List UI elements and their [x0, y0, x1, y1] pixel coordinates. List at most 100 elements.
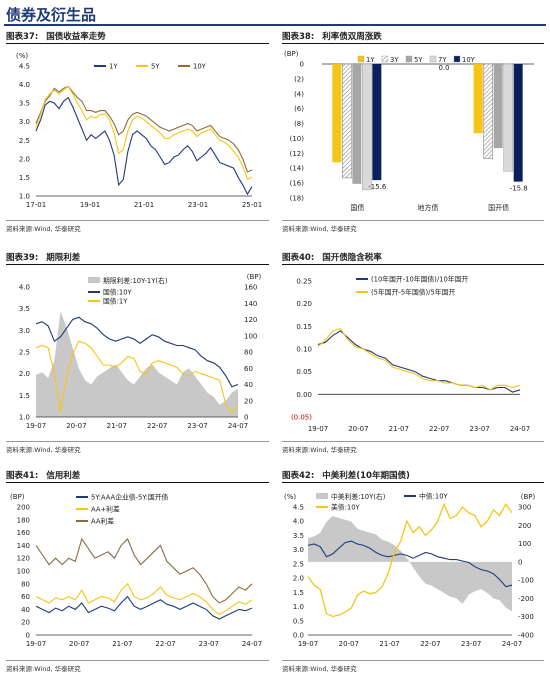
legend-label: 3Y	[390, 56, 399, 64]
y-axis-label: (BP)	[10, 493, 25, 501]
x-tick-label: 24-07	[502, 640, 522, 648]
fig-number: 图表37:	[6, 32, 39, 42]
legend-label: 期限利差:10Y-1Y(右)	[103, 276, 168, 285]
y-tick-label: (10)	[290, 135, 305, 143]
fig-number: 图表39:	[6, 253, 39, 263]
y-tick-label: 120	[17, 555, 30, 563]
y-tick-label: 0.05	[296, 368, 312, 376]
y-tick-label-right: 60	[244, 365, 253, 373]
y-tick-label: 0	[26, 632, 30, 640]
y-tick-label-left: 4.0	[19, 284, 30, 292]
y-tick-label: 0.15	[296, 323, 312, 331]
y-tick-label-right: -200	[518, 595, 534, 603]
legend-item-label: 10Y	[193, 63, 207, 71]
fig-number: 图表41:	[6, 471, 39, 481]
fig-name: 利率债双周涨跌	[322, 32, 382, 42]
footer-rule	[282, 441, 544, 442]
x-tick-label: 25-01	[242, 201, 262, 209]
y-tick-label: (2)	[294, 75, 304, 83]
series-line-10Y	[35, 85, 253, 173]
y-tick-label-right: 20	[244, 397, 253, 405]
legend-item-label: (5年国开-5年国债)/5年国开	[371, 288, 455, 297]
y-tick-label: (8)	[294, 120, 304, 128]
footer-rule	[6, 441, 269, 442]
y-tick-label-left: 4.0	[293, 518, 304, 526]
footer-rule	[6, 220, 269, 221]
legend-swatch	[381, 55, 389, 63]
y-tick-label: (14)	[290, 165, 305, 173]
fig-name: 期限利差	[46, 253, 81, 263]
y-tick-label-left: 0.0	[293, 632, 304, 640]
y-tick-label-left: 3.5	[293, 532, 304, 540]
source-note: 资料来源:Wind, 华泰研究	[282, 446, 357, 454]
y-tick-label: 200	[17, 504, 30, 512]
x-tick-label: 24-07	[228, 422, 248, 430]
footer-rule	[282, 220, 544, 221]
y-tick-label: 0.25	[296, 278, 312, 286]
bar-3Y	[483, 63, 493, 159]
x-tick-label: 23-07	[461, 640, 481, 648]
panel-header-rule	[282, 43, 544, 44]
legend-swatch	[453, 55, 461, 63]
fig-name: 国债收益率走势	[46, 32, 106, 42]
y-tick-label: 40	[21, 606, 30, 614]
y-tick-label: (0.05)	[291, 414, 312, 422]
x-tick-label: 22-07	[147, 422, 167, 430]
y-tick-label-right: -400	[518, 632, 534, 640]
panel-header-38: 图表38: 利率债双周涨跌	[282, 30, 382, 44]
series-line-AA利差	[35, 537, 253, 604]
x-tick-label: 21-07	[107, 422, 127, 430]
x-tick-label: 23-01	[188, 201, 208, 209]
legend-item-label: 国债:10Y	[103, 288, 133, 297]
y-tick-label-left: 2.5	[293, 560, 304, 568]
y-tick-label: (16)	[290, 180, 305, 188]
series-area-中美利差:10Y(右)	[308, 516, 512, 612]
y-tick-label-left: 3.0	[19, 327, 30, 335]
y-tick-label: 180	[17, 516, 30, 524]
y-tick-label-left: 2.0	[19, 370, 30, 378]
y-tick-label-right: 100	[518, 540, 531, 548]
bar-1Y	[473, 64, 483, 134]
y-tick-label: 80	[21, 580, 30, 588]
x-tick-label: 23-07	[187, 422, 207, 430]
y-tick-label: 100	[17, 568, 30, 576]
x-tick-label: 19-07	[26, 640, 46, 648]
chart-treasury-yields: (%) 4.5 4.0 3.5 3.0 2.5 2.0 1.5 1.017-01 19-01 21-…	[16, 52, 262, 209]
y-tick-label-left: 3.0	[293, 546, 304, 554]
panel-header-39: 图表39: 期限利差	[6, 251, 80, 265]
chart-term-spread: (BP) 4.0 3.5 3.0 2.5 2.0 1.5 1.0 160 140 120 100 80 6…	[19, 273, 262, 430]
series-area-期限利差:10Y-1Y(右)	[36, 311, 238, 417]
series-line-1Y	[35, 96, 253, 196]
legend-label: 5Y	[414, 56, 423, 64]
x-tick-label: 20-07	[66, 422, 86, 430]
y-tick-label-right: 0	[244, 414, 248, 422]
fig-number: 图表40:	[282, 253, 315, 263]
page-title: 债券及衍生品	[6, 6, 97, 24]
y-tick-label-right: 100	[244, 332, 257, 340]
y-tick-label: (6)	[294, 105, 304, 113]
x-category-label: 地方债	[418, 203, 439, 212]
legend-swatch	[88, 277, 100, 283]
x-tick-label: 19-07	[26, 422, 46, 430]
legend-label: 7Y	[438, 56, 447, 64]
x-tick-label: 22-07	[429, 425, 449, 433]
fig-number: 图表38:	[282, 32, 315, 42]
y-tick-label-left: 1.0	[19, 414, 30, 422]
x-tick-label: 20-07	[69, 640, 89, 648]
panel-header-rule	[6, 482, 269, 483]
x-tick-label: 17-01	[26, 201, 46, 209]
panel-header-rule	[282, 482, 544, 483]
x-tick-label: 21-07	[112, 640, 132, 648]
y-tick-label: 0.00	[296, 391, 312, 399]
panel-header-rule	[282, 264, 544, 265]
legend-label: 10Y	[462, 56, 476, 64]
y-axis-label: (BP)	[284, 50, 299, 58]
legend-item-label: 国债:1Y	[103, 297, 128, 306]
bar-10Y	[513, 64, 523, 182]
y-tick-label: 160	[17, 529, 30, 537]
series-line-(10年国开-10年国债)/10年国开	[317, 330, 521, 393]
x-tick-label: 23-07	[469, 425, 489, 433]
y-tick-label-right: 200	[518, 522, 531, 530]
x-tick-label: 19-07	[298, 640, 318, 648]
